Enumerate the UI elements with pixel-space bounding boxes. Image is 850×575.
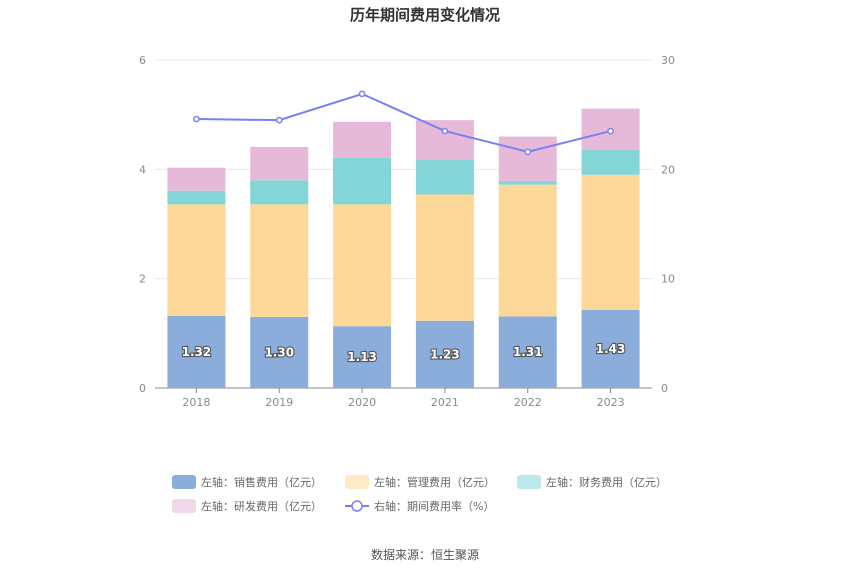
y-left-tick-label: 6	[139, 54, 146, 67]
rate-point	[607, 127, 614, 135]
bar-segment	[581, 149, 640, 175]
bar-segment	[167, 190, 226, 205]
bar-data-label: 1.30	[264, 345, 294, 359]
bar-segment	[415, 160, 474, 195]
bar-segment	[333, 157, 392, 205]
bar-segment	[581, 174, 640, 310]
bar-segment	[250, 204, 309, 317]
legend-marker-swatch	[351, 500, 363, 512]
chart-title: 历年期间费用变化情况	[350, 6, 500, 24]
legend-label: 左轴：管理费用（亿元）	[374, 475, 495, 489]
legend-item[interactable]: 左轴：销售费用（亿元）	[172, 475, 322, 489]
bar-segment	[250, 180, 309, 205]
bar-segment	[498, 180, 557, 185]
x-tick-label: 2020	[348, 396, 376, 409]
bar-segment	[581, 309, 640, 388]
bar-segment	[333, 121, 392, 158]
bar-segment	[498, 136, 557, 181]
legend-label: 左轴：销售费用（亿元）	[201, 475, 322, 489]
axes: 0 2 4 6 0 10 20 30 2018 2019 2020 2021 2022 2023	[139, 54, 675, 409]
legend-item[interactable]: 右轴：期间费用率（%）	[345, 499, 494, 513]
legend-label: 左轴：研发费用（亿元）	[201, 499, 322, 513]
legend-item[interactable]: 左轴：管理费用（亿元）	[345, 475, 495, 489]
legend-item[interactable]: 左轴：财务费用（亿元）	[517, 475, 667, 489]
bar-segment	[498, 184, 557, 317]
y-right-tick-label: 20	[661, 163, 675, 176]
legend-color-swatch	[172, 499, 196, 513]
x-tick-label: 2021	[431, 396, 459, 409]
rate-point	[193, 115, 200, 123]
bar-segment	[415, 320, 474, 388]
x-tick-label: 2023	[597, 396, 625, 409]
bar-data-label: 1.23	[430, 347, 460, 361]
rate-point	[358, 90, 366, 98]
bar-segment	[498, 316, 557, 388]
bar-segment	[415, 194, 474, 321]
x-tick-label: 2022	[514, 396, 542, 409]
legend-label: 右轴：期间费用率（%）	[374, 499, 494, 513]
rate-line	[196, 92, 611, 153]
gridlines	[155, 59, 652, 389]
y-left-tick-label: 4	[139, 163, 146, 176]
legend: 左轴：销售费用（亿元） 左轴：管理费用（亿元） 左轴：财务费用（亿元） 左轴：研发费用…	[172, 475, 667, 513]
y-right-tick-label: 10	[661, 273, 675, 286]
legend-color-swatch	[517, 475, 541, 489]
y-left-tick-label: 2	[139, 273, 146, 286]
rate-point	[441, 127, 449, 135]
bar-segment	[167, 315, 226, 388]
bar-data-label: 1.31	[513, 345, 543, 359]
bar-data-label: 1.32	[182, 345, 212, 359]
bar-data-label: 1.43	[596, 342, 626, 356]
bar-series: 1.32 1.30 1.13 1.23 1.31 1.43	[167, 108, 640, 388]
y-right-tick-label: 30	[661, 54, 675, 67]
legend-label: 左轴：财务费用（亿元）	[546, 475, 667, 489]
bar-segment	[415, 120, 474, 161]
bar-segment	[250, 146, 309, 181]
bar-data-label: 1.13	[347, 350, 377, 364]
bar-segment	[333, 204, 392, 327]
bar-segment	[250, 316, 309, 388]
rate-point	[524, 148, 532, 156]
y-right-tick-label: 0	[661, 382, 668, 395]
bar-segment	[167, 204, 226, 316]
rate-line-series	[193, 90, 614, 156]
x-tick-label: 2018	[182, 396, 210, 409]
data-source: 数据来源：恒生聚源	[371, 547, 479, 562]
rate-point	[275, 116, 283, 124]
bar-segment	[333, 326, 392, 388]
bar-segment	[167, 167, 226, 191]
y-left-tick-label: 0	[139, 382, 146, 395]
legend-color-swatch	[172, 475, 196, 489]
legend-item[interactable]: 左轴：研发费用（亿元）	[172, 499, 322, 513]
x-tick-label: 2019	[265, 396, 293, 409]
legend-color-swatch	[345, 475, 369, 489]
